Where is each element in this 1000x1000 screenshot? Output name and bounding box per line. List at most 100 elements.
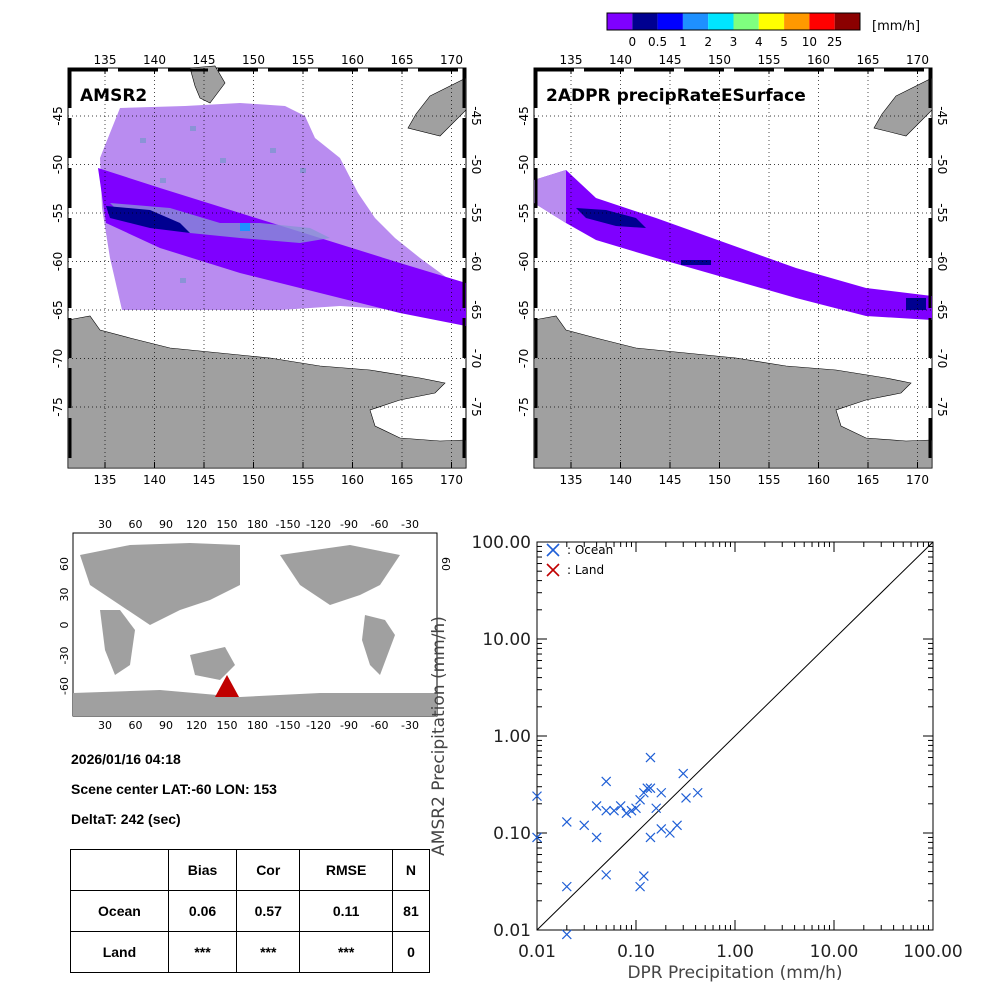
legend-entry: : Ocean xyxy=(546,543,613,557)
lat-tick-label: -75 xyxy=(51,397,65,417)
lat-tick-label: -45 xyxy=(469,106,483,126)
lon-tick-label: -90 xyxy=(340,518,358,531)
x-tick-label: 0.01 xyxy=(518,942,556,962)
colorbar-swatch xyxy=(632,13,658,30)
table-header-cell: Cor xyxy=(236,849,301,891)
lon-tick-label: 150 xyxy=(217,719,238,732)
map-title: 2ADPR precipRateESurface xyxy=(546,86,806,106)
one-to-one-line xyxy=(536,541,934,931)
lat-tick-label: -45 xyxy=(51,106,65,126)
lat-tick-label: -60 xyxy=(935,252,949,272)
lon-tick-label: 160 xyxy=(341,473,364,487)
scatter-plot: 0.01 0.10 1.00 10.00 100.00 0.01 0.10 1.00 10.00… xyxy=(429,533,963,983)
lon-tick-label: 140 xyxy=(143,473,166,487)
y-tick-label: 1.00 xyxy=(493,727,531,747)
data-point xyxy=(626,805,637,816)
data-point xyxy=(638,871,649,881)
lat-tick-label: -65 xyxy=(935,300,949,320)
lon-tick-label: 155 xyxy=(758,473,781,487)
lat-tick-label: -55 xyxy=(51,203,65,223)
legend-label: : Ocean xyxy=(567,543,613,557)
lon-tick-label: 135 xyxy=(94,53,117,67)
x-tick-label: 0.10 xyxy=(617,942,655,962)
table-cell: 0.57 xyxy=(236,890,301,932)
data-point xyxy=(656,824,667,834)
data-point xyxy=(672,820,683,831)
lat-tick-label: -60 xyxy=(51,252,65,272)
colorbar-swatch xyxy=(834,13,860,30)
lon-tick-label: 145 xyxy=(659,473,682,487)
colorbar-swatch xyxy=(758,13,785,30)
colorbar-tick-label: 2 xyxy=(704,35,712,49)
legend-label: : Land xyxy=(567,563,604,577)
data-point xyxy=(579,820,590,831)
lat-tick-label: -60 xyxy=(517,252,531,272)
colorbar-tick-label: 10 xyxy=(802,35,817,49)
data-point xyxy=(561,817,572,827)
lon-tick-label: 135 xyxy=(560,53,583,67)
lat-tick-label: -70 xyxy=(51,349,65,369)
colorbar-tick-label: 5 xyxy=(780,35,788,49)
data-point xyxy=(651,803,662,814)
y-tick-label: 0.10 xyxy=(493,824,531,844)
lon-tick-label: 135 xyxy=(94,473,117,487)
lon-tick-label: -60 xyxy=(371,518,389,531)
lon-tick-label: 145 xyxy=(659,53,682,67)
data-point xyxy=(645,832,656,843)
data-point xyxy=(635,881,646,892)
data-point xyxy=(601,805,612,816)
lon-tick-label: 135 xyxy=(560,473,583,487)
lon-tick-label: 155 xyxy=(758,53,781,67)
colorbar-swatch xyxy=(708,13,734,30)
data-point xyxy=(656,787,667,798)
lat-tick-label: -70 xyxy=(935,349,949,369)
data-point xyxy=(601,869,612,880)
lon-tick-label: -120 xyxy=(306,719,331,732)
lat-tick-label: -65 xyxy=(469,300,483,320)
lon-tick-label: 170 xyxy=(440,53,463,67)
colorbar-swatch xyxy=(682,13,709,30)
lat-tick-label: -60 xyxy=(58,677,71,695)
data-point xyxy=(601,776,612,787)
lon-tick-label: 30 xyxy=(98,719,112,732)
lon-tick-label: 145 xyxy=(193,473,216,487)
table-header-cell xyxy=(70,849,169,891)
stats-table: Bias Cor RMSE N Ocean 0.06 0.57 0.11 81 … xyxy=(70,849,431,973)
continents xyxy=(73,543,437,716)
lat-tick-label: 30 xyxy=(58,588,71,602)
y-tick-label: 100.00 xyxy=(472,533,531,553)
x-tick-label: 10.00 xyxy=(810,942,859,962)
scene-location-marker xyxy=(215,675,239,697)
lon-tick-label: 180 xyxy=(247,719,268,732)
data-point xyxy=(692,787,703,798)
lon-tick-label: 140 xyxy=(143,53,166,67)
table-cell: *** xyxy=(236,931,301,973)
data-point xyxy=(591,801,602,811)
amsr2-map: AMSR2 135 140 145 150 155 160 165 170 135 140 145 1… xyxy=(51,53,483,487)
lon-tick-label: 150 xyxy=(242,53,265,67)
table-header-cell: RMSE xyxy=(299,849,393,891)
lat-tick-label: -50 xyxy=(935,155,949,175)
lon-tick-label: 160 xyxy=(341,53,364,67)
lat-tick-label: 0 xyxy=(58,622,71,629)
data-point xyxy=(532,791,542,802)
table-cell: 81 xyxy=(391,890,431,932)
world-locator-map: 30 60 90 120 150 180 -150 -120 -90 -60 -30 30 60 90 12… xyxy=(58,518,450,732)
deltat: DeltaT: 242 (sec) xyxy=(71,811,181,827)
table-header-row: Bias Cor RMSE N xyxy=(70,849,431,891)
lat-tick-label: 60 xyxy=(439,557,450,571)
lat-tick-label: 60 xyxy=(58,557,71,571)
x-tick-label: 1.00 xyxy=(716,942,754,962)
data-point xyxy=(591,832,602,843)
lat-tick-label: -70 xyxy=(469,349,483,369)
colorbar-swatch xyxy=(809,13,835,30)
lon-tick-label: 160 xyxy=(807,473,830,487)
table-row: Ocean 0.06 0.57 0.11 81 xyxy=(70,890,431,932)
colorbar-swatch xyxy=(733,13,759,30)
lon-tick-label: 90 xyxy=(159,518,173,531)
lon-tick-label: -60 xyxy=(371,719,389,732)
table-cell: 0.06 xyxy=(167,890,238,932)
lon-tick-label: 120 xyxy=(186,518,207,531)
lat-tick-label: -65 xyxy=(51,300,65,320)
colorbar-swatch xyxy=(657,13,683,30)
